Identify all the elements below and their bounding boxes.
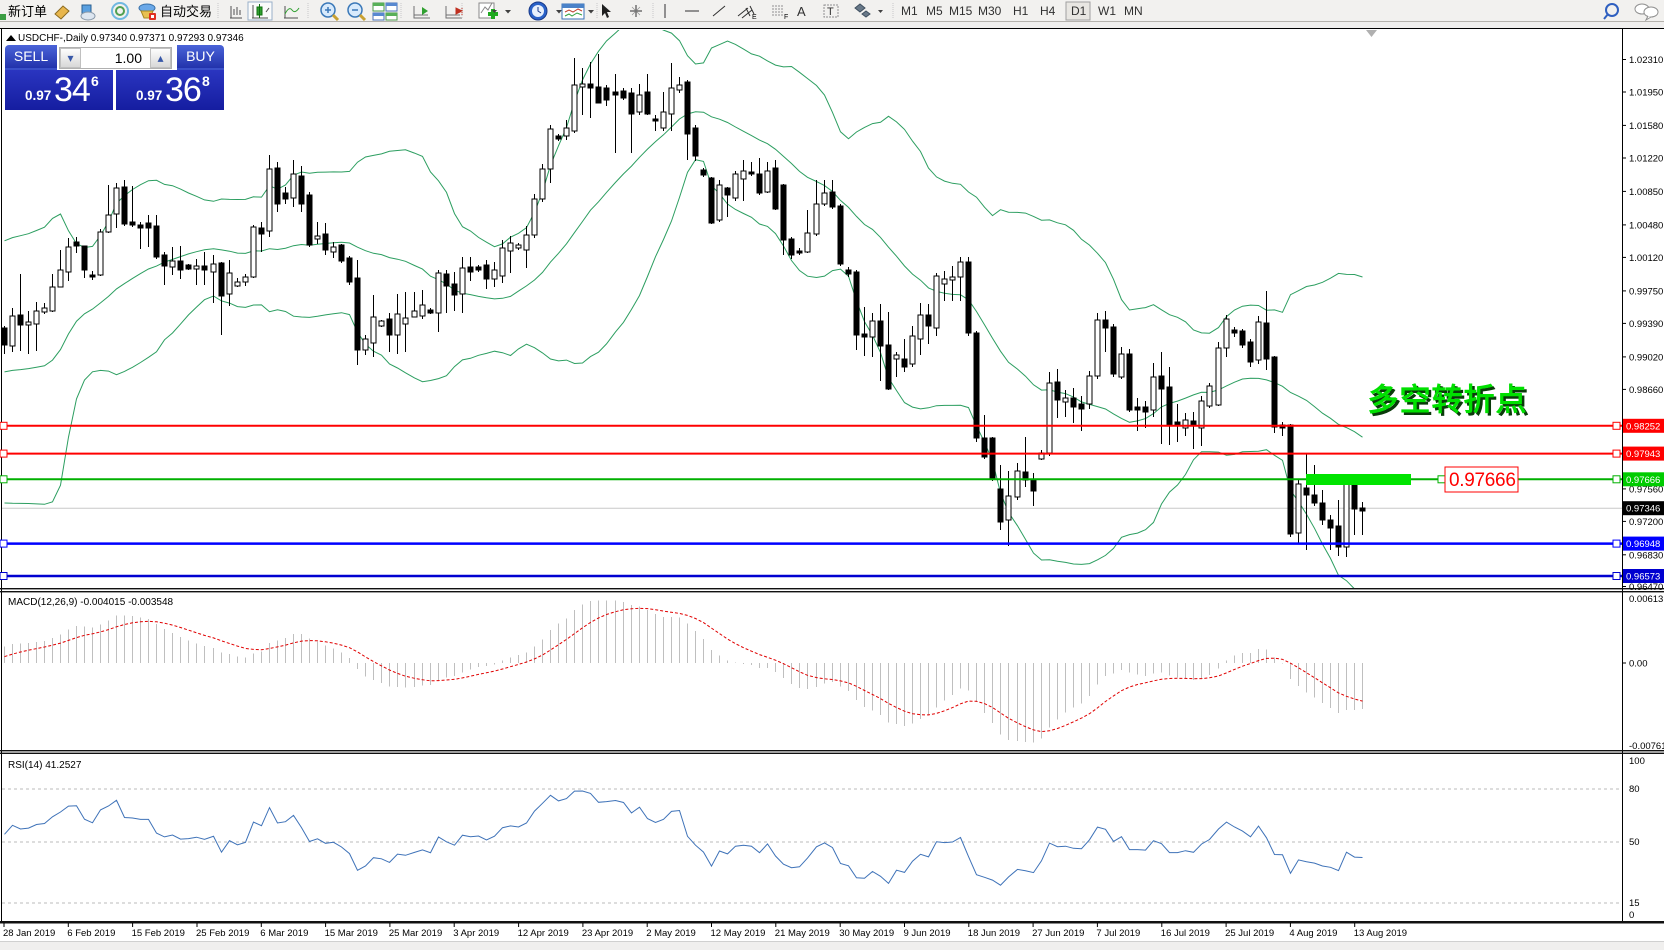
svg-text:30 May 2019: 30 May 2019 [839, 928, 894, 939]
svg-text:0.98660: 0.98660 [1629, 385, 1663, 396]
svg-text:25 Jul 2019: 25 Jul 2019 [1225, 928, 1274, 939]
svg-text:W1: W1 [1098, 4, 1116, 18]
svg-text:E: E [752, 14, 757, 21]
svg-text:100: 100 [1629, 756, 1645, 767]
svg-text:0.97346: 0.97346 [1626, 504, 1660, 515]
svg-text:0.97560: 0.97560 [1629, 484, 1663, 495]
svg-text:USDCHF-,Daily 0.97340 0.97371: USDCHF-,Daily 0.97340 0.97371 0.97293 0.… [18, 33, 244, 44]
svg-text:0.00613: 0.00613 [1629, 594, 1663, 605]
svg-text:0.97943: 0.97943 [1626, 449, 1660, 460]
svg-text:50: 50 [1629, 837, 1640, 848]
svg-text:25 Feb 2019: 25 Feb 2019 [196, 928, 249, 939]
svg-text:0.96470: 0.96470 [1629, 582, 1663, 593]
svg-text:1.01950: 1.01950 [1629, 88, 1663, 99]
svg-text:H1: H1 [1013, 4, 1029, 18]
svg-text:0.99020: 0.99020 [1629, 352, 1663, 363]
svg-text:RSI(14) 41.2527: RSI(14) 41.2527 [8, 760, 82, 771]
svg-text:M15: M15 [949, 4, 973, 18]
svg-text:23 Apr 2019: 23 Apr 2019 [582, 928, 633, 939]
svg-text:12 May 2019: 12 May 2019 [711, 928, 766, 939]
svg-text:3 Apr 2019: 3 Apr 2019 [453, 928, 499, 939]
svg-text:多空转折点: 多空转折点 [1368, 383, 1528, 418]
svg-text:1.00850: 1.00850 [1629, 187, 1663, 198]
svg-text:13 Aug 2019: 13 Aug 2019 [1354, 928, 1407, 939]
svg-text:1.00480: 1.00480 [1629, 220, 1663, 231]
svg-text:A: A [797, 4, 806, 19]
svg-text:80: 80 [1629, 784, 1640, 795]
svg-text:12 Apr 2019: 12 Apr 2019 [518, 928, 569, 939]
svg-text:0.98252: 0.98252 [1626, 421, 1660, 432]
svg-text:0.97666: 0.97666 [1626, 475, 1660, 486]
svg-text:7 Jul 2019: 7 Jul 2019 [1096, 928, 1140, 939]
svg-text:1.00120: 1.00120 [1629, 253, 1663, 264]
svg-text:27 Jun 2019: 27 Jun 2019 [1032, 928, 1084, 939]
svg-text:M5: M5 [926, 4, 943, 18]
svg-text:MN: MN [1124, 4, 1143, 18]
svg-text:1.01220: 1.01220 [1629, 154, 1663, 165]
svg-text:0.96948: 0.96948 [1626, 539, 1660, 550]
svg-text:0.97666: 0.97666 [1449, 470, 1516, 491]
svg-text:0.99390: 0.99390 [1629, 319, 1663, 330]
svg-text:1.01580: 1.01580 [1629, 121, 1663, 132]
svg-text:25 Mar 2019: 25 Mar 2019 [389, 928, 442, 939]
svg-text:6 Feb 2019: 6 Feb 2019 [67, 928, 115, 939]
svg-text:H4: H4 [1040, 4, 1056, 18]
svg-text:0.96573: 0.96573 [1626, 572, 1660, 583]
svg-text:21 May 2019: 21 May 2019 [775, 928, 830, 939]
svg-text:D1: D1 [1071, 4, 1087, 18]
svg-text:0.99750: 0.99750 [1629, 286, 1663, 297]
svg-text:0.96830: 0.96830 [1629, 550, 1663, 561]
svg-text:-0.00761: -0.00761 [1629, 741, 1664, 752]
svg-text:自动交易: 自动交易 [160, 4, 212, 19]
svg-text:0.97200: 0.97200 [1629, 517, 1663, 528]
svg-text:1.02310: 1.02310 [1629, 55, 1663, 66]
svg-text:M1: M1 [901, 4, 918, 18]
svg-text:16 Jul 2019: 16 Jul 2019 [1161, 928, 1210, 939]
svg-text:28 Jan 2019: 28 Jan 2019 [3, 928, 55, 939]
svg-text:0: 0 [1629, 910, 1634, 921]
svg-text:15 Mar 2019: 15 Mar 2019 [325, 928, 378, 939]
svg-text:2 May 2019: 2 May 2019 [646, 928, 696, 939]
svg-text:0.00: 0.00 [1629, 659, 1648, 670]
svg-text:15 Feb 2019: 15 Feb 2019 [132, 928, 185, 939]
svg-text:F: F [784, 14, 788, 21]
svg-text:18 Jun 2019: 18 Jun 2019 [968, 928, 1020, 939]
svg-text:T: T [827, 6, 834, 18]
svg-text:多空转折点: 多空转折点 [1370, 385, 1530, 420]
svg-text:15: 15 [1629, 898, 1640, 909]
svg-text:新订单: 新订单 [8, 4, 47, 19]
svg-text:9 Jun 2019: 9 Jun 2019 [904, 928, 951, 939]
svg-text:6 Mar 2019: 6 Mar 2019 [260, 928, 308, 939]
svg-text:M30: M30 [978, 4, 1002, 18]
svg-text:4 Aug 2019: 4 Aug 2019 [1289, 928, 1337, 939]
svg-text:MACD(12,26,9) -0.004015 -0.003: MACD(12,26,9) -0.004015 -0.003548 [8, 597, 174, 608]
